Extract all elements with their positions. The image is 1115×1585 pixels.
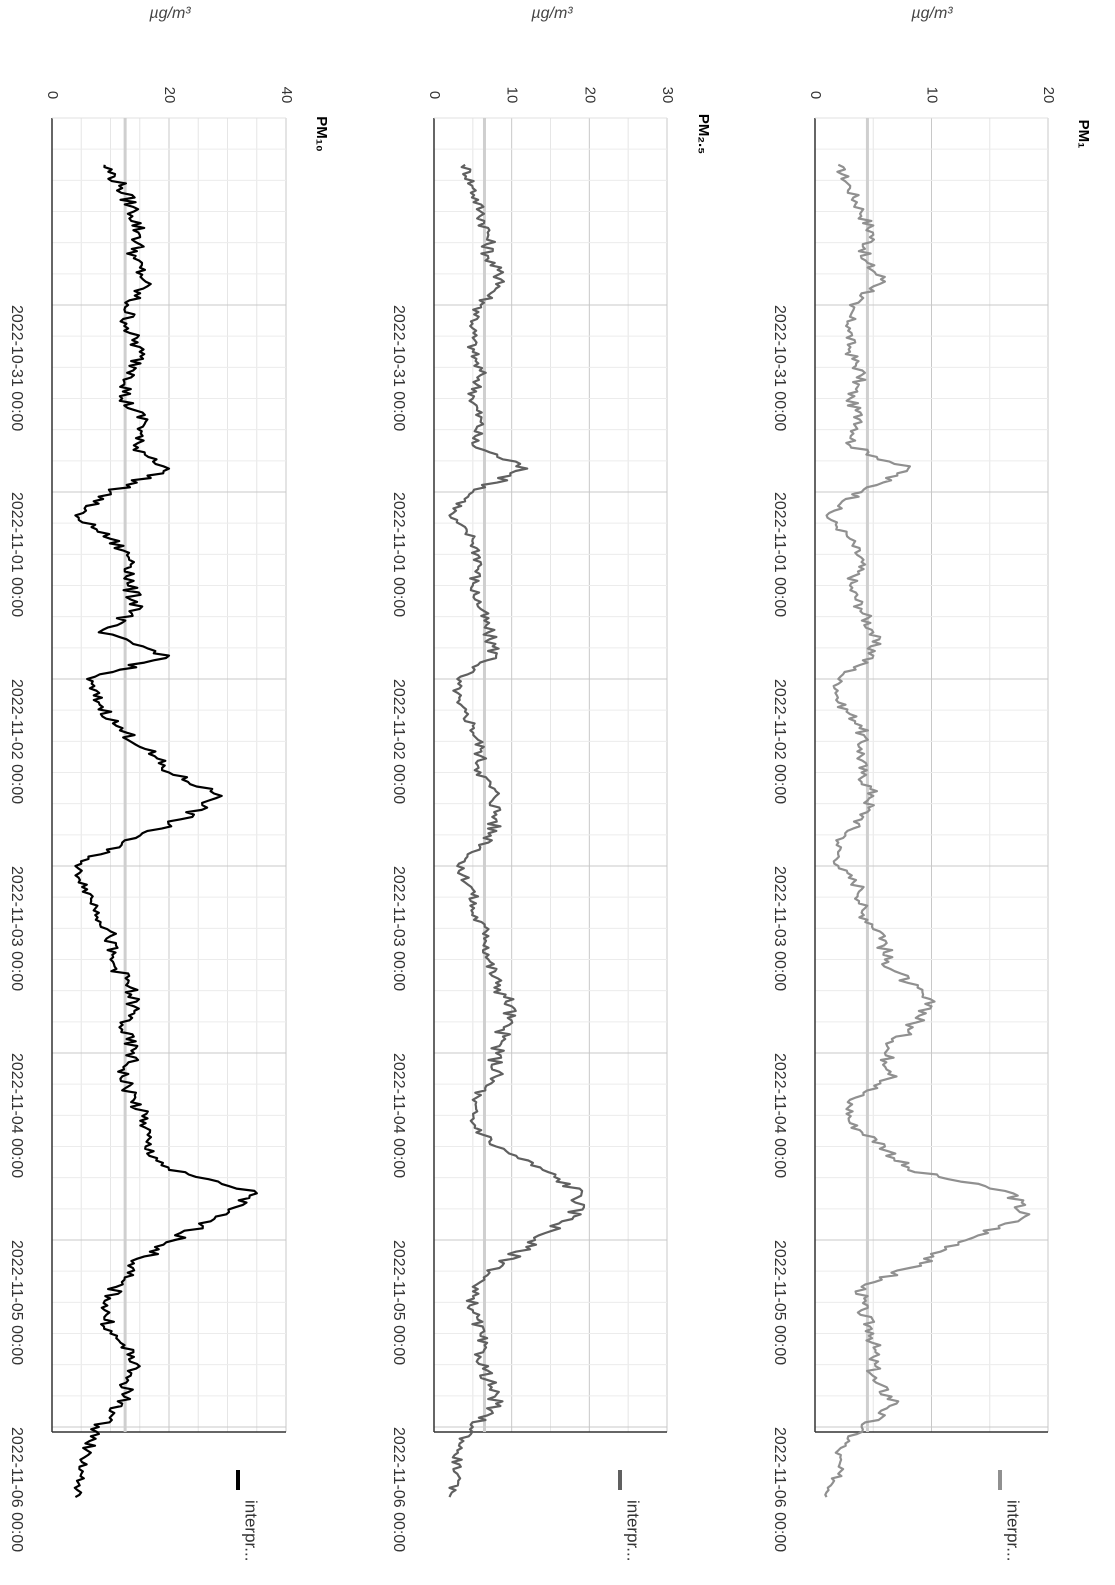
time-tick-label: 2022-11-02 00:00 xyxy=(390,679,407,804)
time-tick-label: 2022-11-06 00:00 xyxy=(390,1427,407,1552)
time-tick-label: 2022-11-01 00:00 xyxy=(8,492,25,617)
time-tick-label: 2022-11-04 00:00 xyxy=(390,1053,407,1178)
time-tick-label: 2022-11-06 00:00 xyxy=(8,1427,25,1552)
time-tick-label: 2022-11-03 00:00 xyxy=(771,866,788,991)
value-tick-label: 30 xyxy=(659,87,676,104)
pm10-panel: 0 20 40 µg/m³ PM₁₀ 2022-10-31 00:00 2022-11-01… xyxy=(8,5,330,1561)
unit-label: µg/m³ xyxy=(148,5,191,22)
unit-label: µg/m³ xyxy=(910,5,953,22)
legend-label: interpr... xyxy=(242,1500,261,1561)
series-line-interp xyxy=(824,163,1031,1498)
value-tick-label: 0 xyxy=(44,91,61,99)
value-tick-label: 0 xyxy=(426,91,443,99)
legend-label: interpr... xyxy=(624,1500,643,1561)
time-tick-label: 2022-11-01 00:00 xyxy=(390,492,407,617)
time-tick-label: 2022-11-02 00:00 xyxy=(8,679,25,804)
panel-title: PM₂.₅ xyxy=(695,114,712,154)
time-tick-label: 2022-11-04 00:00 xyxy=(8,1053,25,1178)
panel-title: PM₁₀ xyxy=(313,116,330,151)
time-tick-label: 2022-11-02 00:00 xyxy=(771,679,788,804)
panel-title: PM₁ xyxy=(1075,120,1092,149)
pm25-panel: 0 10 20 30 µg/m³ PM₂.₅ 2022-10-31 00:00 2022-11… xyxy=(390,5,712,1561)
time-tick-label: 2022-11-03 00:00 xyxy=(8,866,25,991)
time-tick-label: 2022-10-31 00:00 xyxy=(771,305,788,431)
time-tick-label: 2022-10-31 00:00 xyxy=(8,305,25,431)
series-line-interp xyxy=(73,164,258,1499)
legend-label: interpr... xyxy=(1004,1500,1023,1561)
value-tick-label: 20 xyxy=(581,87,598,104)
value-tick-label: 20 xyxy=(1040,87,1057,104)
series-line-interp xyxy=(448,163,586,1498)
time-tick-label: 2022-10-31 00:00 xyxy=(390,305,407,431)
value-tick-label: 40 xyxy=(278,87,295,104)
pm1-panel: 0 10 20 µg/m³ PM₁ 2022-10-31 00:00 2022-11-01 … xyxy=(771,5,1092,1561)
value-tick-label: 10 xyxy=(924,87,941,104)
time-tick-label: 2022-11-03 00:00 xyxy=(390,866,407,991)
time-tick-label: 2022-11-05 00:00 xyxy=(771,1240,788,1365)
time-tick-label: 2022-11-05 00:00 xyxy=(8,1240,25,1365)
value-tick-label: 20 xyxy=(161,87,178,104)
time-tick-label: 2022-11-06 00:00 xyxy=(771,1427,788,1552)
time-tick-label: 2022-11-05 00:00 xyxy=(390,1240,407,1365)
time-tick-label: 2022-11-01 00:00 xyxy=(771,492,788,617)
value-tick-label: 0 xyxy=(807,91,824,99)
time-tick-label: 2022-11-04 00:00 xyxy=(771,1053,788,1178)
value-tick-label: 10 xyxy=(504,87,521,104)
unit-label: µg/m³ xyxy=(530,5,573,22)
